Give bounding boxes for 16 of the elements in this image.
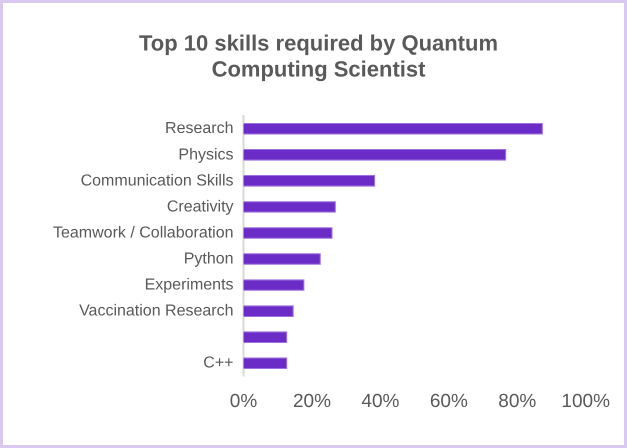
- y-tick-label: Experiments: [144, 276, 234, 294]
- y-tick-label: Teamwork / Collaboration: [52, 224, 234, 242]
- x-tick-label: 20%: [292, 390, 332, 412]
- x-tick-label: 40%: [361, 390, 400, 412]
- y-tick-label: Physics: [178, 146, 234, 164]
- y-tick-label: Research: [165, 120, 234, 138]
- chart-title: Top 10 skills required by Quantum Computing Scientist: [138, 30, 498, 82]
- y-tick-label: Communication Skills: [80, 172, 234, 190]
- x-tick-label: 0%: [230, 390, 258, 412]
- x-tick-label: 100%: [561, 390, 610, 412]
- y-tick-label: Python: [184, 250, 234, 268]
- y-tick-label: Vaccination Research: [79, 302, 234, 320]
- x-tick-label: 60%: [430, 390, 468, 412]
- x-tick-label: 80%: [498, 390, 536, 412]
- y-tick-label: C++: [203, 354, 234, 372]
- y-tick-label: Creativity: [166, 198, 234, 216]
